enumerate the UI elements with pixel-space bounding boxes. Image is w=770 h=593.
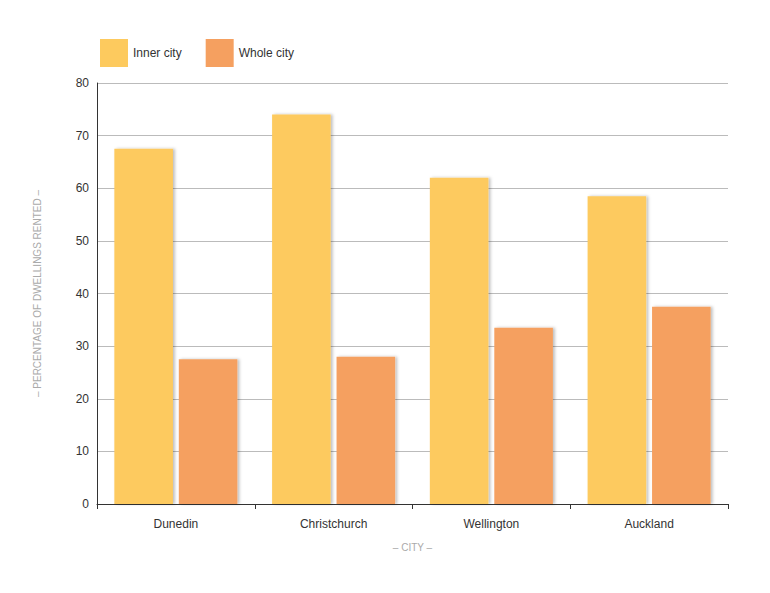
svg-text:50: 50 [76,234,90,248]
svg-text:Inner city: Inner city [133,46,182,60]
svg-text:20: 20 [76,392,90,406]
svg-text:0: 0 [82,497,89,511]
svg-text:60: 60 [76,181,90,195]
svg-text:30: 30 [76,339,90,353]
svg-text:70: 70 [76,129,90,143]
svg-text:10: 10 [76,444,90,458]
svg-text:– CITY –: – CITY – [393,542,433,553]
svg-text:Whole city: Whole city [239,46,294,60]
svg-text:Christchurch: Christchurch [300,517,367,531]
svg-text:– PERCENTAGE OF DWELLINGS RENT: – PERCENTAGE OF DWELLINGS RENTED – [32,190,43,398]
svg-text:Wellington: Wellington [463,517,519,531]
svg-text:80: 80 [76,76,90,90]
svg-text:Dunedin: Dunedin [154,517,199,531]
svg-text:Auckland: Auckland [624,517,673,531]
svg-text:40: 40 [76,287,90,301]
